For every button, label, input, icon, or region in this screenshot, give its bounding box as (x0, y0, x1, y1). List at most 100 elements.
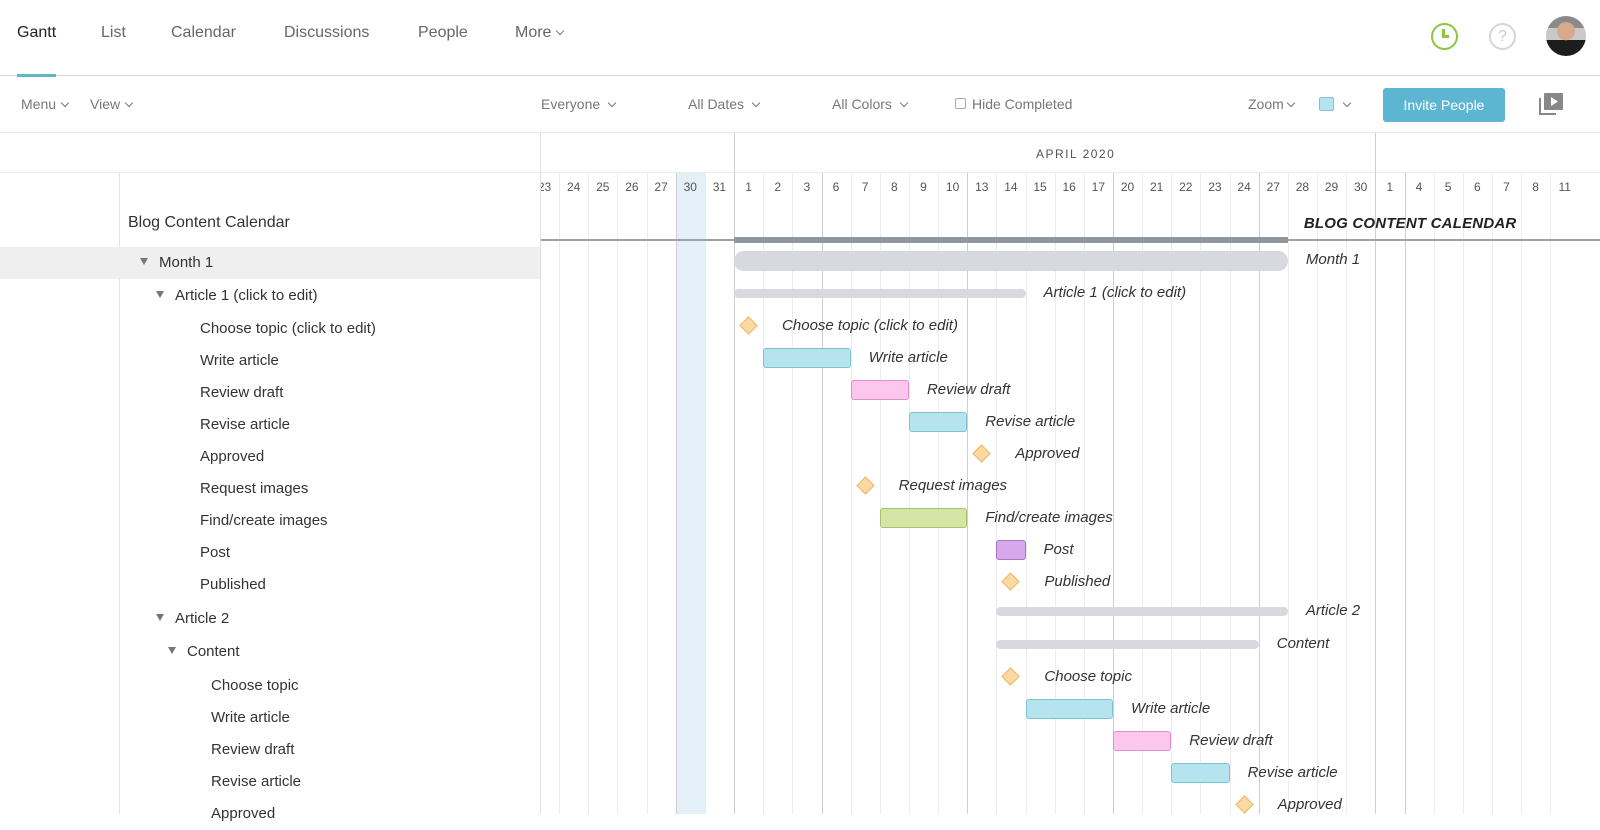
bar-label: Published (1044, 573, 1111, 590)
tab-label: List (101, 24, 126, 41)
tree-row[interactable]: Published (0, 569, 540, 601)
avatar[interactable] (1546, 16, 1586, 56)
collapse-triangle-icon[interactable] (140, 258, 148, 265)
bar-label: Approved (1015, 445, 1080, 462)
task-bar[interactable] (879, 508, 968, 528)
day-label: 7 (1503, 180, 1510, 194)
bar-label: Article 2 (1305, 602, 1361, 619)
day-label: 10 (945, 180, 960, 194)
tree-row[interactable]: Revise article (0, 409, 540, 441)
tree-row[interactable]: Month 1 (0, 247, 540, 279)
tree-row[interactable]: Article 2 (0, 603, 540, 635)
collapse-triangle-icon[interactable] (156, 614, 164, 621)
top-nav: Gantt List Calendar Discussions People M… (0, 0, 1600, 77)
tree-row[interactable]: Article 1 (click to edit) (0, 280, 540, 312)
task-bar[interactable] (1171, 763, 1230, 783)
everyone-filter[interactable]: Everyone (541, 96, 617, 112)
day-column (1550, 173, 1579, 814)
tree-row[interactable]: Write article (0, 345, 540, 377)
collapse-triangle-icon[interactable] (168, 647, 176, 654)
day-label: 28 (1295, 180, 1310, 194)
dates-filter[interactable]: All Dates (688, 96, 761, 112)
invite-people-button[interactable]: Invite People (1383, 88, 1505, 122)
day-label: 6 (832, 180, 840, 194)
day-label: 25 (596, 180, 610, 194)
tree-row[interactable]: Post (0, 537, 540, 569)
task-bar[interactable] (1025, 699, 1113, 719)
task-bar[interactable] (850, 380, 909, 400)
task-bar[interactable] (908, 412, 968, 432)
task-bar[interactable] (996, 540, 1026, 560)
day-column (938, 173, 967, 814)
video-play-icon[interactable] (1538, 92, 1564, 116)
tree-row[interactable]: Revise article (0, 766, 540, 798)
day-column (617, 173, 646, 814)
day-column (1200, 173, 1229, 814)
tab-more[interactable]: More (515, 24, 565, 76)
view-dropdown[interactable]: View (90, 96, 134, 112)
tree-row[interactable]: Approved (0, 441, 540, 473)
tree-row[interactable]: Review draft (0, 377, 540, 409)
day-label: 8 (1532, 180, 1539, 194)
day-column (1025, 173, 1055, 814)
bar-label: Content (1276, 635, 1330, 652)
tab-calendar[interactable]: Calendar (171, 24, 236, 76)
project-title[interactable]: Blog Content Calendar (0, 207, 540, 239)
menu-dropdown[interactable]: Menu (21, 96, 70, 112)
row-label: Find/create images (200, 512, 328, 529)
zoom-dropdown[interactable]: Zoom (1248, 96, 1296, 112)
day-column (646, 173, 676, 814)
color-picker[interactable] (1319, 96, 1352, 112)
tab-discussions[interactable]: Discussions (284, 24, 369, 76)
clock-icon[interactable] (1431, 23, 1458, 50)
tree-row[interactable]: Approved (0, 798, 540, 830)
toolbar: Menu View Everyone All Dates All Colors … (0, 77, 1600, 133)
day-label: 2 (774, 180, 782, 194)
task-bar[interactable] (1113, 731, 1172, 751)
everyone-label: Everyone (541, 96, 601, 112)
tab-gantt[interactable]: Gantt (17, 24, 57, 77)
bar-label: Month 1 (1305, 251, 1361, 268)
day-label: 20 (1120, 180, 1135, 194)
day-label: 21 (1149, 180, 1164, 194)
row-label: Article 1 (click to edit) (175, 287, 318, 304)
day-label: 11 (1558, 180, 1571, 194)
day-label: 23 (541, 180, 552, 194)
tree-row[interactable]: Choose topic (0, 670, 540, 702)
day-label: 16 (1062, 180, 1076, 194)
tab-list[interactable]: List (101, 24, 126, 76)
colors-filter[interactable]: All Colors (832, 96, 909, 112)
day-column (559, 173, 588, 814)
day-label: 31 (712, 180, 727, 194)
tree-row[interactable]: Request images (0, 473, 540, 505)
chevron-down-icon (556, 26, 565, 36)
day-column (763, 173, 792, 814)
project-bar-label: BLOG CONTENT CALENDAR (1303, 215, 1517, 232)
project-summary-bar[interactable] (734, 237, 1288, 243)
hide-completed-label: Hide Completed (972, 96, 1073, 112)
summary-bar[interactable] (996, 640, 1259, 649)
tab-people[interactable]: People (418, 24, 468, 76)
tree-row[interactable]: Review draft (0, 734, 540, 766)
task-bar[interactable] (763, 348, 851, 368)
tree-row[interactable]: Content (0, 636, 540, 668)
row-label: Approved (200, 448, 265, 465)
summary-bar[interactable] (734, 251, 1288, 271)
day-column (1258, 173, 1288, 814)
collapse-triangle-icon[interactable] (156, 291, 164, 298)
day-label: 13 (975, 180, 989, 194)
tree-row[interactable]: Write article (0, 702, 540, 734)
bar-label: Find/create images (985, 509, 1113, 526)
help-icon[interactable]: ? (1489, 23, 1516, 50)
tree-row[interactable]: Choose topic (click to edit) (0, 313, 540, 345)
tree-row[interactable]: Find/create images (0, 505, 540, 537)
summary-bar[interactable] (996, 607, 1288, 616)
gantt-chart: APRIL 2020 23242526273031123678910131415… (540, 133, 1600, 814)
chevron-down-icon (1286, 98, 1296, 108)
chevron-down-icon (899, 98, 909, 108)
row-label: Review draft (200, 384, 284, 401)
hide-completed-checkbox[interactable] (955, 98, 966, 109)
summary-bar[interactable] (734, 289, 1026, 298)
hide-completed-toggle[interactable]: Hide Completed (955, 96, 1072, 112)
day-column (1287, 173, 1317, 814)
